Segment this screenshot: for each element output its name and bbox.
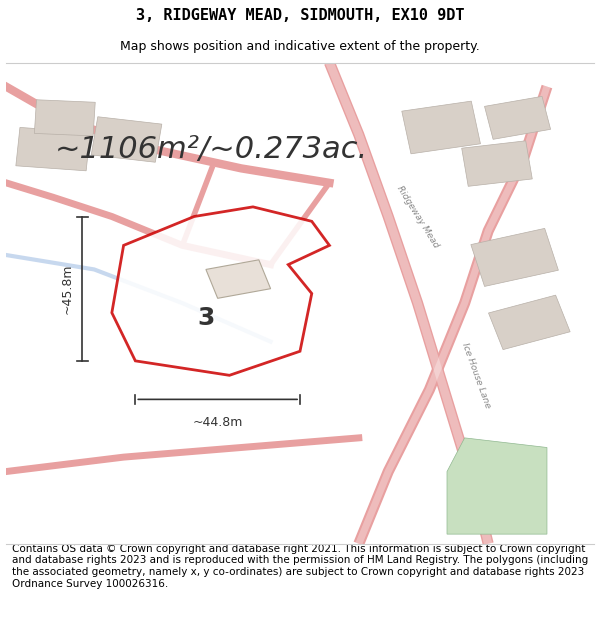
Polygon shape	[16, 127, 90, 171]
Text: 3, RIDGEWAY MEAD, SIDMOUTH, EX10 9DT: 3, RIDGEWAY MEAD, SIDMOUTH, EX10 9DT	[136, 8, 464, 23]
Polygon shape	[447, 438, 547, 534]
Polygon shape	[34, 100, 95, 136]
Text: ~44.8m: ~44.8m	[193, 416, 243, 429]
Polygon shape	[471, 228, 559, 286]
Polygon shape	[485, 96, 551, 139]
Polygon shape	[461, 141, 532, 186]
Text: ~45.8m: ~45.8m	[61, 264, 74, 314]
Polygon shape	[402, 101, 481, 154]
Polygon shape	[206, 260, 271, 298]
Text: 3: 3	[197, 306, 215, 329]
Polygon shape	[91, 117, 162, 162]
Text: Ice House Lane: Ice House Lane	[460, 341, 493, 409]
Text: Ridgeway Mead: Ridgeway Mead	[395, 184, 440, 249]
Text: Map shows position and indicative extent of the property.: Map shows position and indicative extent…	[120, 41, 480, 53]
Text: Contains OS data © Crown copyright and database right 2021. This information is : Contains OS data © Crown copyright and d…	[12, 544, 588, 589]
Polygon shape	[488, 295, 570, 349]
Text: ~1106m²/~0.273ac.: ~1106m²/~0.273ac.	[55, 134, 368, 164]
Polygon shape	[112, 207, 329, 375]
